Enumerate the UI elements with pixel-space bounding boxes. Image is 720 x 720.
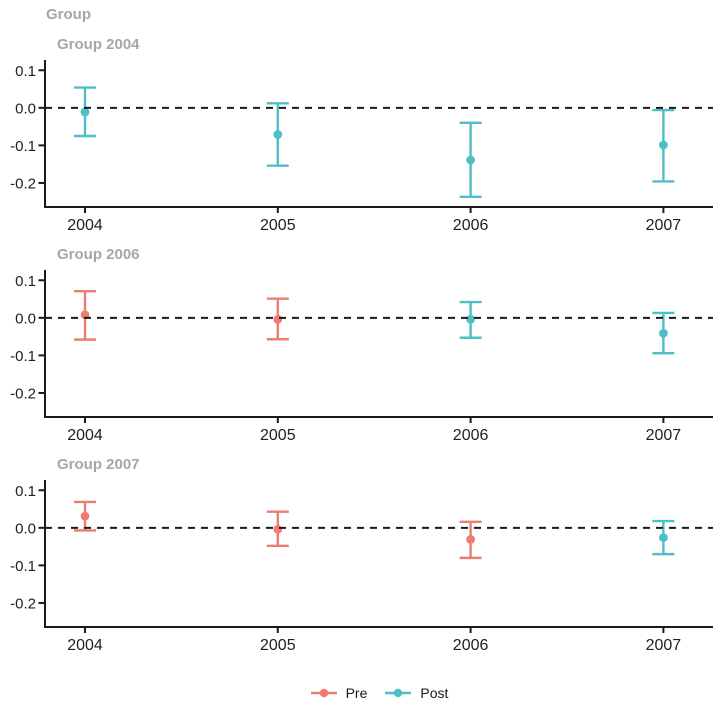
x-tick-label: 2006 [453,217,489,234]
legend-key-icon [310,688,337,698]
x-tick-label: 2005 [260,427,296,444]
y-tick-label: 0.1 [15,63,36,80]
facet-plot: 0.1 0.0 -0.1 -0.2 2004 2005 2006 2007 [10,270,713,444]
facet-group-2004: Group 2004 0.1 0.0 -0.1 -0.2 2004 2005 2006 200… [0,30,720,240]
x-tick-label: 2004 [67,217,103,234]
facet-group-2006: Group 2006 0.1 0.0 -0.1 -0.2 2004 2005 2006 200… [0,240,720,450]
facet-plot: 0.1 0.0 -0.1 -0.2 2004 2005 2006 2007 [10,480,713,654]
y-tick-label: -0.2 [10,595,36,612]
point-estimate [273,524,283,534]
x-tick-label: 2007 [646,217,682,234]
legend-key-icon [385,688,412,698]
legend-key-dot [319,688,328,698]
y-tick-label: 0.0 [15,100,36,117]
point-estimate [659,328,668,338]
y-tick-label: -0.1 [10,138,36,155]
legend-item-post: Post [383,685,448,701]
point-estimate [466,314,475,324]
y-tick-label: -0.1 [10,558,36,575]
point-estimate [273,130,283,139]
y-tick-label: -0.1 [10,348,36,365]
x-tick-label: 2004 [67,637,103,654]
legend-label: Pre [345,685,368,701]
x-tick-label: 2005 [260,217,296,234]
point-estimate [273,314,283,324]
x-tick-label: 2004 [67,427,103,444]
point-estimate [659,533,668,542]
legend-item-pre: Pre [309,685,368,701]
facet-plot: 0.1 0.0 -0.1 -0.2 2004 2005 2006 2007 [10,60,713,234]
x-tick-label: 2006 [453,637,489,654]
point-estimate [466,535,475,544]
y-tick-label: 0.0 [15,310,36,327]
chart-title: Group [46,6,91,23]
x-tick-label: 2007 [646,427,682,444]
facet-title: Group 2004 [57,36,140,53]
y-tick-label: -0.2 [10,385,36,402]
point-estimate [80,511,90,521]
facet-group-2007: Group 2007 0.1 0.0 -0.1 -0.2 2004 2005 2006 200… [0,450,720,660]
legend-label: Post [420,685,449,701]
legend: Pre Post [45,678,712,708]
point-estimate [466,155,475,165]
x-tick-label: 2005 [260,637,296,654]
facet-title: Group 2006 [57,246,140,263]
y-tick-label: 0.0 [15,520,36,537]
legend-key-dot [394,688,403,698]
y-tick-label: -0.2 [10,175,36,192]
point-estimate [659,140,668,150]
y-tick-label: 0.1 [15,273,36,290]
facet-title: Group 2007 [57,456,140,473]
x-tick-label: 2006 [453,427,489,444]
point-estimate [80,107,90,117]
x-tick-label: 2007 [646,637,682,654]
y-tick-label: 0.1 [15,483,36,500]
